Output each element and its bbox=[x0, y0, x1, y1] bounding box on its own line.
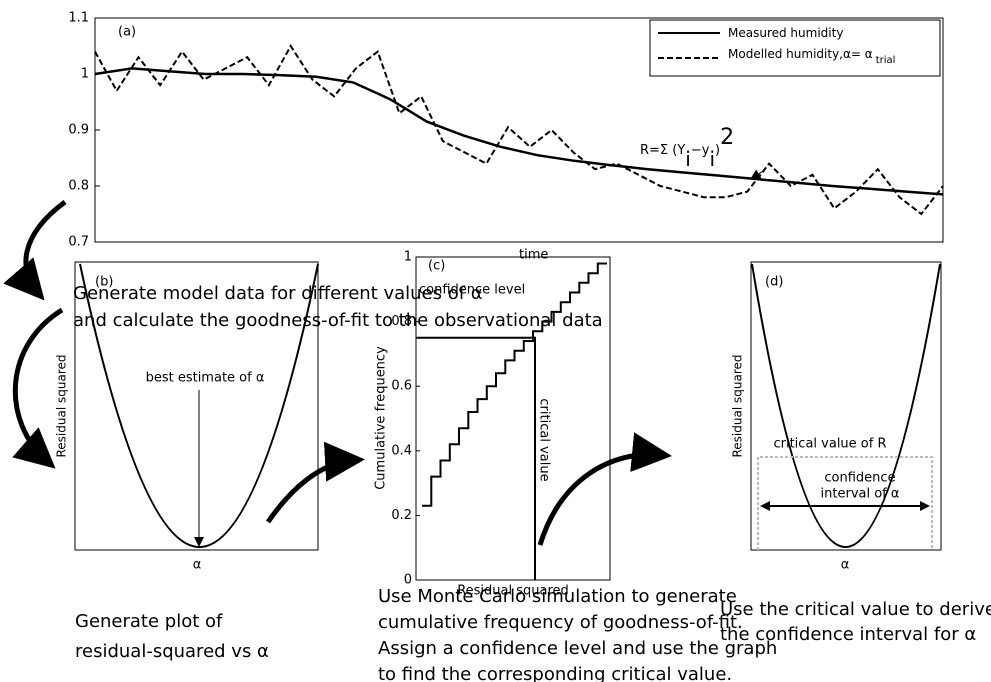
legend-subscript: trial bbox=[876, 55, 896, 66]
formula-part: 2 bbox=[720, 125, 734, 150]
annotation: confidence level bbox=[419, 283, 525, 298]
caption: the confidence interval for α bbox=[720, 624, 976, 645]
y-tick-label: 0.8 bbox=[391, 314, 412, 329]
formula-part: i bbox=[685, 147, 691, 171]
formula-part: ) bbox=[715, 143, 720, 158]
panel-label: (a) bbox=[118, 25, 136, 40]
y-tick-label: 0 bbox=[404, 573, 412, 588]
y-tick-label: 1 bbox=[404, 250, 412, 265]
panel-label: (b) bbox=[95, 275, 113, 290]
legend-text: Modelled humidity,α= α bbox=[728, 47, 873, 61]
annotation: critical value of R bbox=[773, 437, 886, 452]
caption: to find the corresponding critical value… bbox=[378, 664, 732, 682]
legend-label: Modelled humidity,α= α trial bbox=[728, 47, 895, 67]
formula-part: i bbox=[709, 147, 715, 171]
critical-lines bbox=[757, 456, 933, 550]
panel-label: (d) bbox=[765, 275, 783, 290]
series-line bbox=[94, 44, 944, 216]
series-line bbox=[94, 67, 944, 196]
y-axis-label: Residual squared bbox=[55, 355, 69, 458]
y-axis-label: Cumulative frequency bbox=[374, 346, 389, 490]
caption: Assign a confidence level and use the gr… bbox=[378, 638, 777, 659]
y-tick-label: 0.8 bbox=[68, 179, 89, 194]
x-axis-label: α bbox=[193, 558, 202, 573]
residual-curve bbox=[79, 263, 319, 548]
panel-label: (c) bbox=[428, 259, 445, 274]
panel-b-frame bbox=[74, 261, 319, 551]
annotation: critical value bbox=[537, 398, 552, 481]
caption: Use the critical value to derive bbox=[720, 599, 991, 620]
y-tick-label: 0.2 bbox=[391, 508, 412, 523]
caption: residual-squared vs α bbox=[75, 641, 269, 662]
legend bbox=[649, 19, 941, 77]
y-tick-label: 0.9 bbox=[68, 123, 89, 138]
step-text: Generate model data for different values… bbox=[73, 283, 483, 304]
y-tick-label: 0.6 bbox=[391, 379, 412, 394]
x-axis-label: time bbox=[519, 248, 548, 263]
y-axis-label: Residual squared bbox=[731, 355, 745, 458]
caption: Use Monte Carlo simulation to generate bbox=[378, 586, 737, 607]
formula-part: −y bbox=[691, 143, 710, 158]
y-tick-label: 1.1 bbox=[68, 11, 89, 26]
step-text: and calculate the goodness-of-fit to the… bbox=[73, 310, 603, 331]
formula-part: R=Σ (Y bbox=[640, 143, 685, 158]
annotation: best estimate of α bbox=[146, 371, 265, 386]
flow-arrows bbox=[3, 199, 672, 546]
formula: R=Σ (Yi−yi)2 bbox=[640, 125, 734, 171]
annotation: interval of α bbox=[821, 487, 900, 502]
residual-curve bbox=[751, 263, 941, 548]
y-tick-label: 1 bbox=[81, 67, 89, 82]
x-axis-label: α bbox=[841, 558, 850, 573]
annotation: confidence bbox=[824, 471, 895, 486]
step-line bbox=[422, 262, 607, 507]
panel-c-frame bbox=[415, 256, 611, 581]
y-tick-label: 0.4 bbox=[391, 443, 412, 458]
confidence-line bbox=[416, 336, 536, 580]
caption: cumulative frequency of goodness-of-fit. bbox=[378, 612, 743, 633]
legend-text: Measured humidity bbox=[728, 26, 843, 40]
legend-label: Measured humidity bbox=[728, 26, 843, 40]
x-axis-label: Residual squared bbox=[457, 584, 569, 599]
y-tick-label: 0.7 bbox=[68, 235, 89, 250]
panel-d-frame bbox=[750, 261, 942, 551]
caption: Generate plot of bbox=[75, 611, 223, 632]
